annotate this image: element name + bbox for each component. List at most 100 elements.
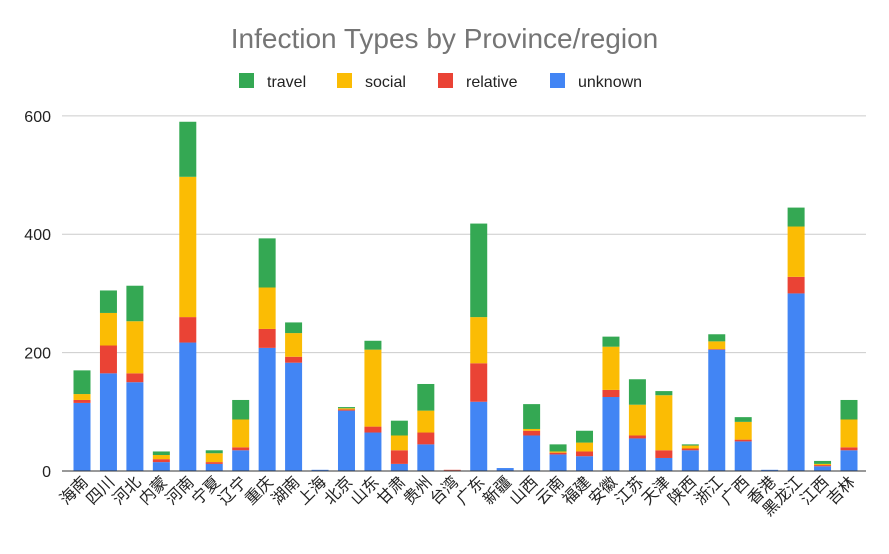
bar-segment-social xyxy=(708,341,726,350)
bar-stack-27 xyxy=(787,207,805,471)
bar-stack-16 xyxy=(496,468,514,471)
bar-stack-6 xyxy=(232,399,250,471)
bar-stack-12 xyxy=(390,420,408,471)
x-axis-labels: 海南四川河北内蒙河南宁夏辽宁重庆湖南上海北京山东甘肃贵州台湾广东新疆山西云南福建… xyxy=(56,472,859,519)
bar-segment-social xyxy=(232,419,250,448)
bar-segment-travel xyxy=(258,238,276,288)
bar-stack-11 xyxy=(364,340,382,471)
bar-segment-relative xyxy=(602,389,620,398)
bar-segment-travel xyxy=(576,430,594,443)
bar-segment-social xyxy=(99,312,117,346)
bar-segment-relative xyxy=(73,399,91,403)
bar-segment-relative xyxy=(258,328,276,348)
bar-segment-unknown xyxy=(417,444,435,471)
bar-segment-relative xyxy=(787,276,805,294)
bar-stack-5 xyxy=(205,450,223,471)
bar-segment-relative xyxy=(576,451,594,457)
bar-segment-unknown xyxy=(602,397,620,471)
bar-segment-relative xyxy=(814,465,832,467)
bar-segment-unknown xyxy=(814,466,832,471)
bar-segment-social xyxy=(628,404,646,436)
bar-stack-13 xyxy=(417,383,435,471)
bars xyxy=(73,121,858,471)
bar-segment-social xyxy=(364,349,382,427)
bar-segment-travel xyxy=(205,450,223,454)
bar-segment-unknown xyxy=(523,435,541,471)
bar-segment-social xyxy=(787,226,805,277)
bar-segment-relative xyxy=(734,439,752,442)
bar-stack-29 xyxy=(840,399,858,471)
legend-label-social: social xyxy=(365,74,406,91)
bar-segment-relative xyxy=(99,345,117,374)
y-tick-label: 0 xyxy=(42,464,51,481)
bar-segment-relative xyxy=(628,435,646,439)
bar-stack-26 xyxy=(761,469,779,471)
bar-segment-travel xyxy=(628,379,646,405)
bar-segment-travel xyxy=(470,223,488,318)
bar-segment-relative xyxy=(655,450,673,458)
bar-segment-unknown xyxy=(126,382,144,471)
bar-segment-social xyxy=(337,408,355,410)
bar-stack-9 xyxy=(311,469,329,471)
bar-segment-relative xyxy=(152,459,170,463)
bar-segment-relative xyxy=(390,450,408,464)
bar-segment-travel xyxy=(285,322,303,334)
bar-segment-relative xyxy=(523,430,541,436)
bar-segment-travel xyxy=(126,285,144,322)
bar-stack-25 xyxy=(734,417,752,471)
bar-segment-relative xyxy=(417,432,435,445)
bar-segment-social xyxy=(840,419,858,448)
bar-segment-travel xyxy=(232,399,250,420)
legend: travel social relative unknown xyxy=(239,73,642,91)
bar-segment-unknown xyxy=(179,342,197,471)
bar-segment-social xyxy=(734,421,752,440)
bar-segment-social xyxy=(390,435,408,451)
bar-segment-unknown xyxy=(787,293,805,471)
bar-segment-unknown xyxy=(761,469,779,471)
bar-stack-10 xyxy=(337,407,355,471)
bar-stack-3 xyxy=(152,451,170,471)
bar-stack-0 xyxy=(73,370,91,471)
bar-segment-relative xyxy=(708,349,726,350)
bar-segment-social xyxy=(523,428,541,431)
bar-segment-unknown xyxy=(364,432,382,471)
bar-segment-social xyxy=(681,445,699,449)
bar-segment-unknown xyxy=(470,401,488,471)
bar-stack-24 xyxy=(708,334,726,471)
bar-segment-unknown xyxy=(496,468,514,471)
bar-segment-unknown xyxy=(390,463,408,471)
bar-stack-2 xyxy=(126,285,144,471)
x-tick-label: 吉林 xyxy=(823,472,859,508)
bar-segment-travel xyxy=(708,334,726,342)
bar-segment-travel xyxy=(814,460,832,464)
bar-segment-social xyxy=(126,321,144,374)
bar-segment-relative xyxy=(681,448,699,451)
bar-segment-unknown xyxy=(152,462,170,471)
chart-title: Infection Types by Province/region xyxy=(231,23,659,54)
bar-segment-relative xyxy=(549,452,567,455)
bar-segment-unknown xyxy=(655,457,673,471)
bar-segment-relative xyxy=(443,469,461,471)
bar-segment-social xyxy=(655,395,673,451)
bar-segment-travel xyxy=(549,444,567,452)
bar-segment-travel xyxy=(787,207,805,227)
legend-swatch-relative xyxy=(438,73,453,88)
bar-stack-17 xyxy=(523,404,541,471)
bar-segment-travel xyxy=(734,417,752,422)
bar-segment-unknown xyxy=(99,373,117,471)
bar-segment-social xyxy=(73,394,91,400)
bar-segment-travel xyxy=(99,290,117,313)
bar-stack-28 xyxy=(814,460,832,471)
bar-segment-unknown xyxy=(205,463,223,471)
bar-segment-unknown xyxy=(285,362,303,471)
bar-segment-social xyxy=(602,346,620,390)
bar-segment-travel xyxy=(840,399,858,420)
bar-segment-relative xyxy=(337,409,355,411)
legend-label-relative: relative xyxy=(466,74,518,91)
bar-segment-travel xyxy=(73,370,91,395)
bar-segment-unknown xyxy=(258,347,276,471)
bar-segment-relative xyxy=(285,356,303,363)
bar-segment-relative xyxy=(232,447,250,451)
bar-segment-social xyxy=(152,455,170,460)
bar-segment-unknown xyxy=(232,450,250,471)
